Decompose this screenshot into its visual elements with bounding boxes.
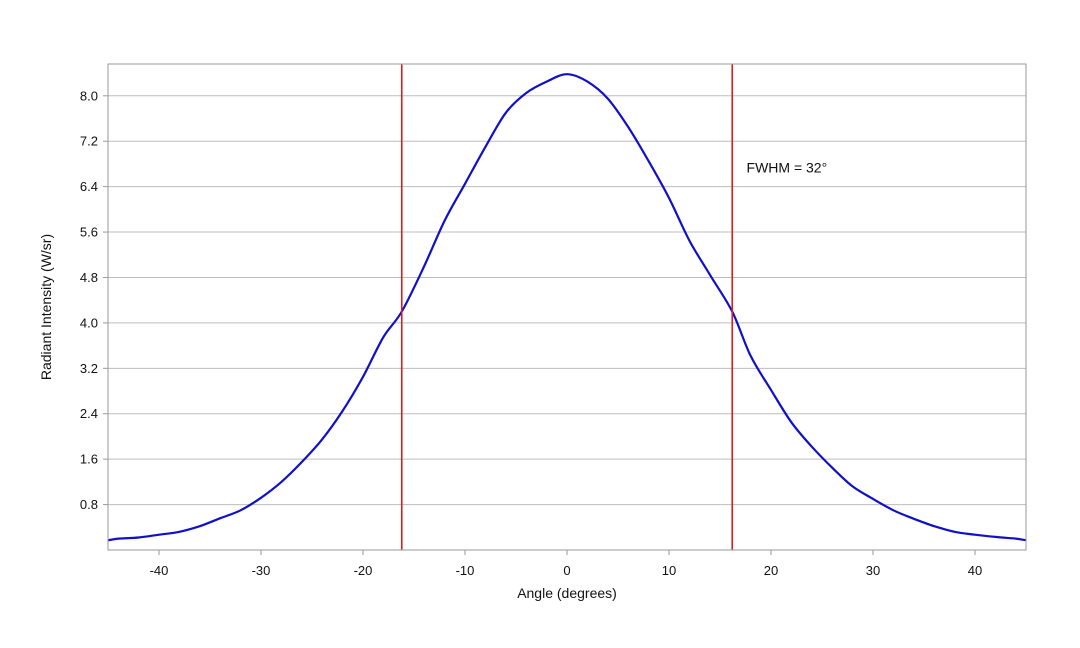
- fwhm-lines: [400, 64, 734, 550]
- gridlines: [108, 95, 1026, 506]
- intensity-curve: [107, 73, 1027, 542]
- x-tick-label: -10: [456, 563, 475, 578]
- series-layer: [107, 73, 1027, 542]
- y-tick-label: 3.2: [80, 361, 98, 376]
- y-tick-label: 4.0: [80, 315, 98, 330]
- x-tick-label: -40: [150, 563, 169, 578]
- x-tick-label: 30: [866, 563, 880, 578]
- x-tick-label: 20: [764, 563, 778, 578]
- y-tick-label: 7.2: [80, 134, 98, 149]
- y-tick-label: 4.8: [80, 270, 98, 285]
- y-axis-title: Radiant Intensity (W/sr): [38, 234, 54, 380]
- y-tick-label: 6.4: [80, 179, 98, 194]
- y-tick-label: 2.4: [80, 406, 98, 421]
- y-tick-label: 8.0: [80, 88, 98, 103]
- x-axis-title: Angle (degrees): [517, 585, 617, 601]
- y-axis: 0.8 1.6 2.4 3.2 4.0 4.8 5.6 6.4 7.2 8.0: [80, 88, 108, 512]
- y-tick-label: 1.6: [80, 452, 98, 467]
- y-tick-label: 0.8: [80, 497, 98, 512]
- fwhm-annotation: FWHM = 32°: [747, 159, 828, 175]
- y-tick-label: 5.6: [80, 225, 98, 240]
- x-tick-label: 10: [662, 563, 676, 578]
- x-tick-label: 40: [968, 563, 982, 578]
- x-tick-label: -20: [354, 563, 373, 578]
- x-tick-label: -30: [252, 563, 271, 578]
- annotations: FWHM = 32°: [747, 159, 828, 175]
- x-tick-label: 0: [563, 563, 570, 578]
- x-axis: -40 -30 -20 -10 0 10 20 30 40: [150, 550, 982, 578]
